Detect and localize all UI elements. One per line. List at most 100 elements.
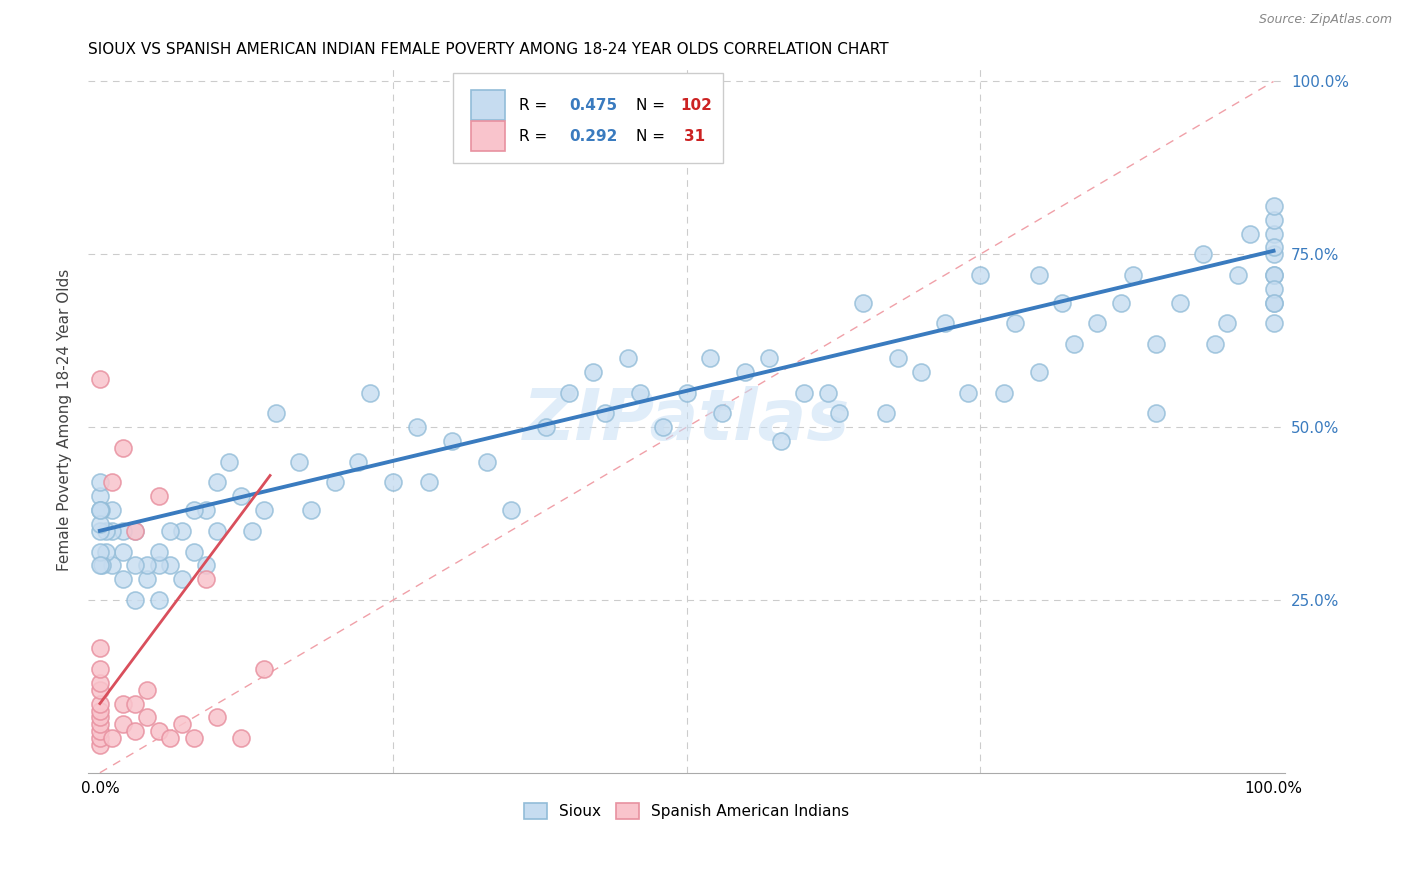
Point [418,475,440,490]
Point [1087,317,1109,331]
Point [100,503,122,517]
Point [89,503,111,517]
Point [793,385,815,400]
Point [89,544,111,558]
Point [89,503,111,517]
Point [170,572,193,586]
Text: N =: N = [637,98,671,112]
Point [1192,247,1215,261]
Point [347,455,370,469]
Point [288,455,311,469]
Point [112,524,135,538]
Point [1263,199,1285,213]
Point [617,351,640,365]
Point [1263,247,1285,261]
Point [124,524,146,538]
Point [1144,406,1167,420]
Point [124,724,146,739]
Point [100,558,122,573]
Point [124,524,146,538]
Point [229,731,252,746]
FancyBboxPatch shape [471,90,505,120]
Point [100,475,122,490]
Point [148,558,170,573]
Point [817,385,839,400]
Text: N =: N = [637,128,671,144]
Point [148,489,170,503]
Point [135,558,157,573]
Point [534,420,557,434]
Point [769,434,792,448]
Point [1227,268,1250,282]
Point [440,434,463,448]
Point [593,406,616,420]
Point [710,406,733,420]
Point [1263,227,1285,241]
Point [1028,268,1050,282]
Point [159,524,181,538]
Point [148,724,170,739]
Point [323,475,346,490]
Point [90,503,112,517]
Point [253,503,276,517]
Point [112,717,135,731]
Point [89,641,111,656]
FancyBboxPatch shape [471,121,505,151]
Point [253,662,276,676]
Point [89,558,111,573]
Point [89,731,111,746]
Point [910,365,932,379]
Point [94,544,117,558]
Text: 31: 31 [685,128,706,144]
Point [875,406,897,420]
Point [183,544,205,558]
Point [89,489,111,503]
Point [558,385,581,400]
Point [1263,295,1285,310]
Point [1109,295,1132,310]
Point [89,682,111,697]
Point [1204,337,1226,351]
Point [852,295,875,310]
Point [194,503,217,517]
Point [628,385,651,400]
Point [159,558,181,573]
Point [207,475,229,490]
Point [91,558,114,573]
Point [1028,365,1050,379]
Point [1239,227,1261,241]
Point [828,406,851,420]
Text: 102: 102 [681,98,713,112]
Point [359,385,381,400]
Point [194,572,217,586]
Point [1263,268,1285,282]
Point [699,351,721,365]
Point [969,268,991,282]
Point [887,351,910,365]
Point [135,710,157,724]
Point [89,710,111,724]
Point [1263,240,1285,254]
FancyBboxPatch shape [453,72,723,163]
Point [112,441,135,455]
Point [124,558,146,573]
Point [89,738,111,752]
Point [1215,317,1237,331]
Point [148,593,170,607]
Point [499,503,522,517]
Text: R =: R = [519,98,553,112]
Point [112,697,135,711]
Point [89,704,111,718]
Point [194,558,217,573]
Text: R =: R = [519,128,553,144]
Point [100,731,122,746]
Point [170,524,193,538]
Point [183,731,205,746]
Point [94,524,117,538]
Point [124,593,146,607]
Point [1263,282,1285,296]
Point [218,455,240,469]
Point [675,385,697,400]
Text: 0.475: 0.475 [569,98,617,112]
Point [1052,295,1074,310]
